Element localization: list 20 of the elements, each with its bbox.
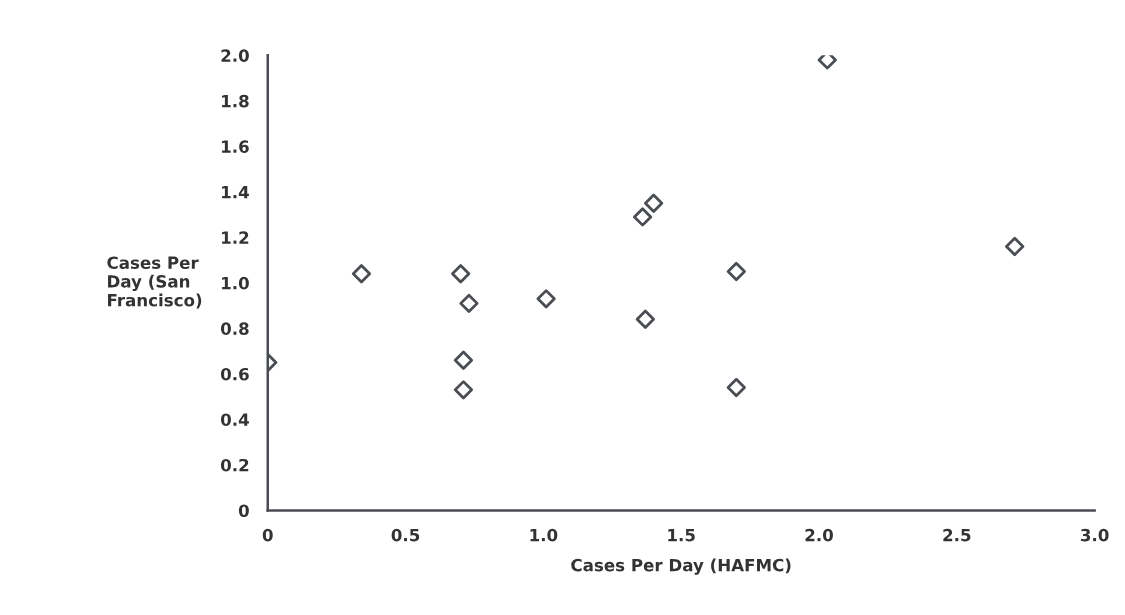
x-tick-label: 1.5 <box>668 529 695 542</box>
y-tick-label: 1.0 <box>222 276 249 290</box>
x-tick-label: 0.5 <box>391 528 420 542</box>
y-tick-label: 0.4 <box>220 413 249 426</box>
x-tick-label: 3.0 <box>1080 528 1109 542</box>
x-tick-label: 0 <box>262 528 273 542</box>
x-axis-title: Cases Per Day (HAFMC) <box>571 558 791 575</box>
y-tick-label: 0.2 <box>220 458 249 472</box>
x-tick-label: 2.5 <box>943 528 971 542</box>
y-tick-label: 1.4 <box>222 186 249 199</box>
y-tick-label: 1.8 <box>222 94 249 108</box>
y-tick-label: 2.0 <box>221 49 249 62</box>
y-tick-label: 0.6 <box>220 367 249 381</box>
x-tick-label: 1.0 <box>530 528 558 542</box>
y-tick-label: 1.6 <box>222 140 249 153</box>
y-tick-label: 1.2 <box>222 231 249 244</box>
x-tick-label: 2.0 <box>805 528 833 542</box>
y-tick-label: 0.8 <box>220 322 249 335</box>
y-axis-title: Cases Per Day (San Francisco) <box>107 256 202 309</box>
y-tick-label: 0 <box>238 504 249 518</box>
